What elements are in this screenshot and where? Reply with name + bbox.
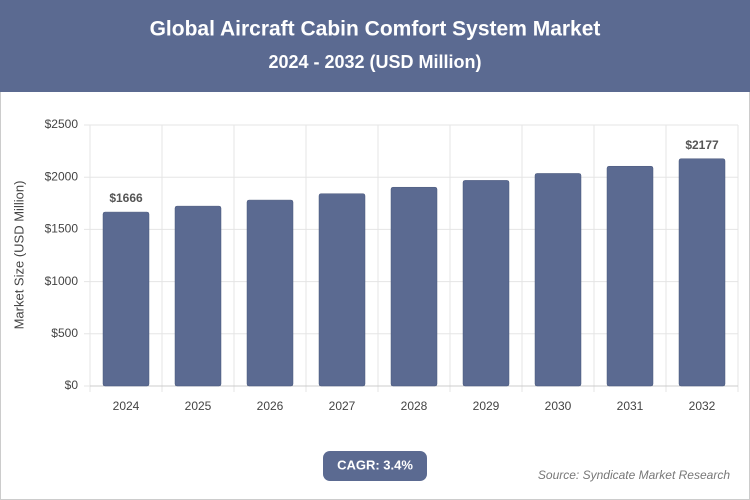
x-tick-label: 2024 xyxy=(113,399,140,413)
x-tick-label: 2028 xyxy=(401,399,428,413)
bar xyxy=(318,193,366,387)
bar xyxy=(102,211,150,387)
x-tick-label: 2032 xyxy=(689,399,716,413)
bar xyxy=(534,173,582,387)
cagr-text: CAGR: 3.4% xyxy=(337,457,413,472)
chart-title: Global Aircraft Cabin Comfort System Mar… xyxy=(150,18,601,41)
y-tick-label: $1500 xyxy=(45,222,79,236)
header-band xyxy=(0,0,750,92)
bar xyxy=(678,158,726,387)
x-tick-label: 2026 xyxy=(257,399,284,413)
x-tick-label: 2031 xyxy=(617,399,644,413)
bar xyxy=(246,199,294,387)
y-tick-label: $2000 xyxy=(45,169,79,183)
bar xyxy=(606,165,654,387)
x-tick-label: 2030 xyxy=(545,399,572,413)
y-tick-label: $500 xyxy=(51,326,78,340)
y-tick-label: $0 xyxy=(65,378,79,392)
x-tick-label: 2029 xyxy=(473,399,500,413)
y-tick-label: $1000 xyxy=(45,274,79,288)
y-axis-label: Market Size (USD Million) xyxy=(11,181,26,330)
bar xyxy=(462,180,510,387)
x-tick-label: 2027 xyxy=(329,399,356,413)
data-label: $2177 xyxy=(685,138,719,152)
x-tick-label: 2025 xyxy=(185,399,212,413)
cagr-badge xyxy=(323,451,427,481)
bar xyxy=(390,186,438,387)
bar xyxy=(174,205,222,387)
source-note: Source: Syndicate Market Research xyxy=(538,468,730,482)
chart-subtitle: 2024 - 2032 (USD Million) xyxy=(268,52,481,72)
y-tick-label: $2500 xyxy=(45,117,79,131)
data-label: $1666 xyxy=(109,191,143,205)
